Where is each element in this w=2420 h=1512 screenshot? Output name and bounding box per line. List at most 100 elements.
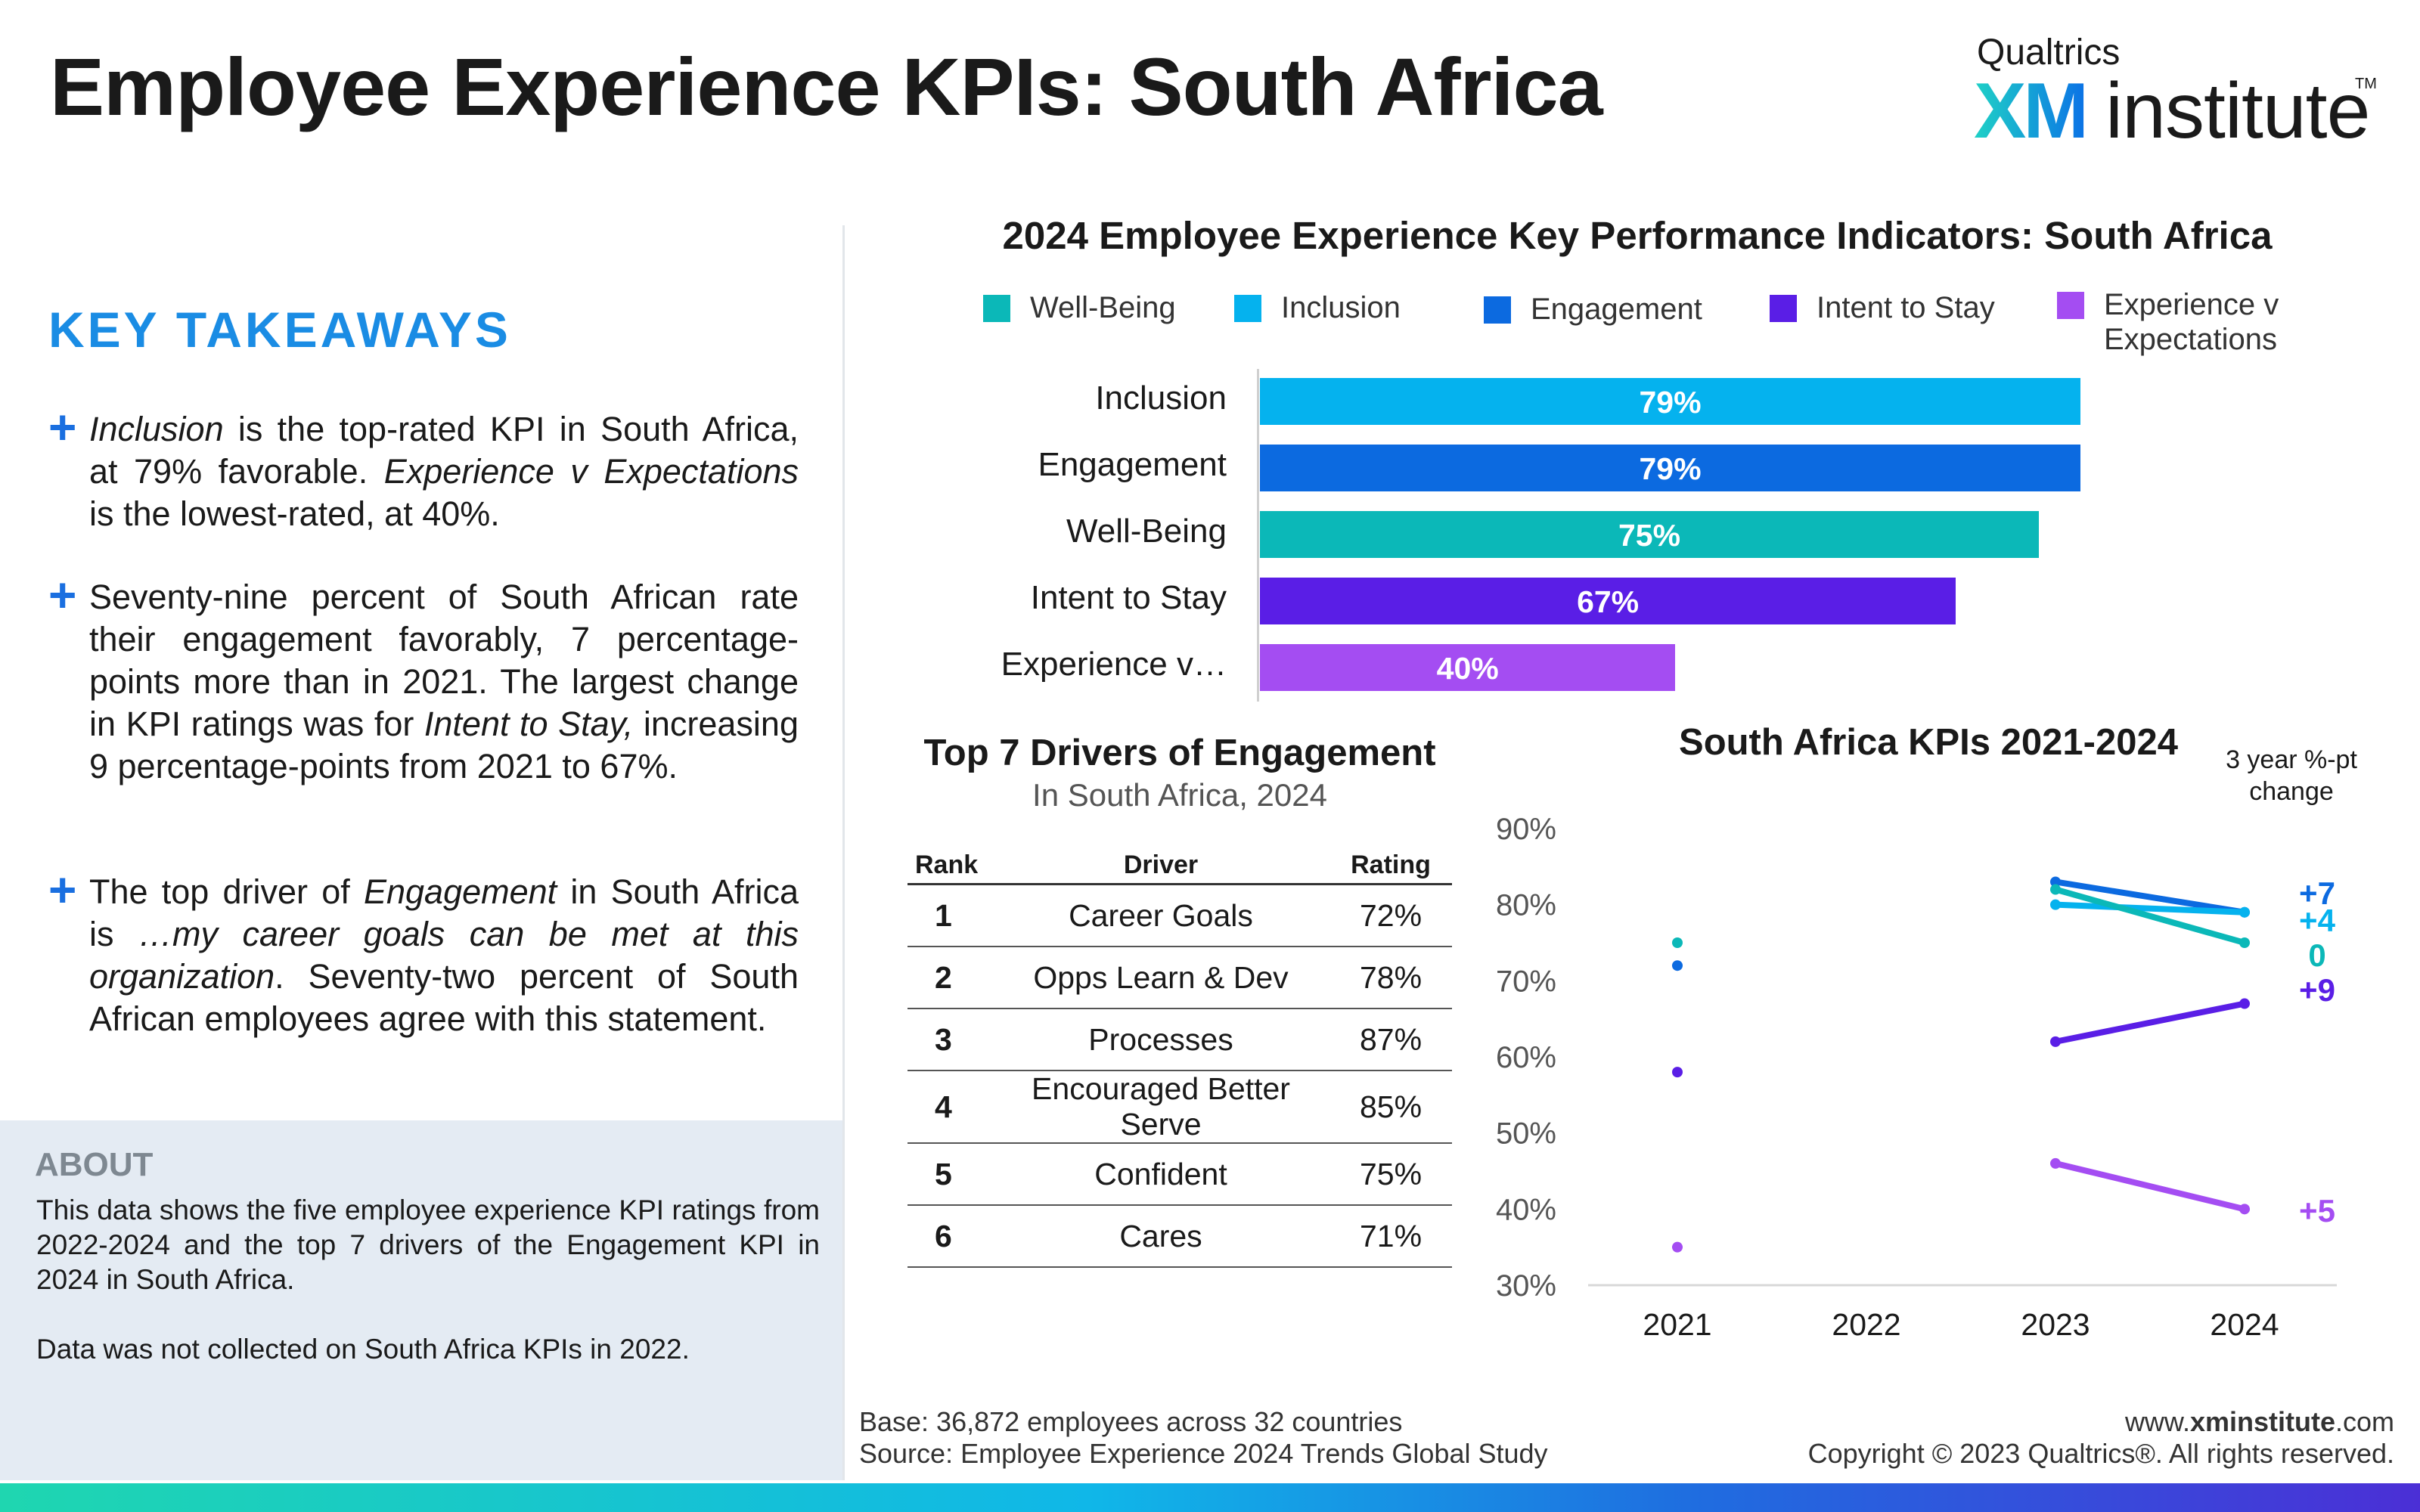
- takeaway-item: + Seventy-nine percent of South African …: [48, 568, 799, 788]
- legend-swatch: [1234, 295, 1261, 322]
- bar-value-label: 75%: [1618, 518, 1681, 553]
- y-tick-label: 40%: [1496, 1193, 1556, 1226]
- bar: [1260, 578, 1956, 624]
- driver-cell: Career Goals: [992, 884, 1329, 947]
- bar: [1260, 378, 2080, 425]
- table-row: 4 Encouraged Better Serve 85%: [908, 1070, 1452, 1144]
- website-link[interactable]: www.xminstitute.com: [1808, 1406, 2394, 1438]
- takeaway-text: Inclusion is the top-rated KPI in South …: [89, 410, 799, 533]
- change-label-experience: +5: [2299, 1193, 2335, 1228]
- rating-cell: 78%: [1329, 947, 1452, 1009]
- column-header-rank: Rank: [908, 847, 992, 885]
- rating-cell: 75%: [1329, 1143, 1452, 1206]
- source-note: Base: 36,872 employees across 32 countri…: [859, 1406, 1548, 1470]
- y-tick-label: 50%: [1496, 1117, 1556, 1151]
- legend-swatch: [2057, 292, 2084, 319]
- bar-category-label: Engagement: [1038, 446, 1227, 483]
- data-point-experience: [1672, 1241, 1683, 1253]
- driver-cell: Encouraged Better Serve: [992, 1070, 1329, 1144]
- data-point-well-being: [2239, 937, 2250, 948]
- data-point-inclusion: [2050, 899, 2061, 910]
- data-point-experience: [2050, 1157, 2061, 1169]
- takeaway-item: + The top driver of Engagement in South …: [48, 863, 799, 1040]
- change-label-well-being: 0: [2308, 937, 2325, 973]
- website-prefix: www.: [2124, 1406, 2190, 1437]
- about-text: This data shows the five employee experi…: [36, 1194, 820, 1295]
- source-text: Source: Employee Experience 2024 Trends …: [859, 1438, 1548, 1469]
- bar-category-label: Inclusion: [1095, 380, 1227, 417]
- bar: [1260, 445, 2080, 491]
- bar-category-label: Intent to Stay: [1030, 579, 1227, 616]
- bar: [1260, 511, 2040, 558]
- rating-cell: 72%: [1329, 884, 1452, 947]
- y-tick-label: 70%: [1496, 965, 1556, 998]
- line-chart: 90%80%70%60%50%40%30%2021 2022 2023 2024+7+…: [1496, 813, 2337, 1342]
- data-point-engagement: [1672, 960, 1683, 971]
- rank-cell: 1: [908, 884, 992, 947]
- change-column-header: 3 year %-pt change: [2226, 745, 2357, 806]
- data-point-intent-to-stay: [2239, 998, 2250, 1009]
- legend-label: Experience v Expectations: [2104, 288, 2279, 356]
- base-text: Base: 36,872 employees across 32 countri…: [859, 1406, 1403, 1437]
- y-tick-label: 30%: [1496, 1269, 1556, 1303]
- data-point-experience: [2239, 1204, 2250, 1215]
- column-header-driver: Driver: [992, 847, 1329, 885]
- series-line-intent-to-stay: [2052, 1000, 2248, 1045]
- plus-icon: +: [48, 400, 77, 454]
- rank-cell: 6: [908, 1205, 992, 1268]
- rating-cell: 87%: [1329, 1009, 1452, 1071]
- about-title: ABOUT: [35, 1146, 154, 1183]
- xm-institute-logo: Qualtrics XM institute TM: [1974, 29, 2385, 155]
- table-row: 1 Career Goals 72%: [908, 884, 1452, 947]
- x-tick-label: 2022: [1832, 1307, 1900, 1342]
- driver-cell: Opps Learn & Dev: [992, 947, 1329, 1009]
- driver-cell: Cares: [992, 1205, 1329, 1268]
- legend-label: Well-Being: [1030, 291, 1176, 324]
- y-tick-label: 90%: [1496, 813, 1556, 846]
- series-line-inclusion: [2052, 901, 2248, 916]
- legend-label: Inclusion: [1281, 291, 1401, 324]
- y-tick-label: 60%: [1496, 1041, 1556, 1074]
- drivers-table-title: Top 7 Drivers of Engagement: [923, 733, 1436, 773]
- website-suffix: .com: [2335, 1406, 2394, 1437]
- rank-cell: 2: [908, 947, 992, 1009]
- bar-value-label: 79%: [1639, 451, 1702, 486]
- table-row: 3 Processes 87%: [908, 1009, 1452, 1071]
- plus-icon: +: [48, 568, 77, 622]
- about-note: Data was not collected on South Africa K…: [36, 1334, 690, 1365]
- bar-category-label: Well-Being: [1066, 513, 1227, 550]
- drivers-table: Rank Driver Rating 1 Career Goals 72% 2 Opps…: [908, 847, 1452, 1268]
- logo-trademark: TM: [2355, 76, 2377, 92]
- data-point-well-being: [1672, 937, 1683, 948]
- data-point-intent-to-stay: [2050, 1036, 2061, 1047]
- bar-chart-axis: [1257, 369, 1259, 702]
- table-row: 6 Cares 71%: [908, 1205, 1452, 1268]
- rank-cell: 4: [908, 1070, 992, 1144]
- table-row: 5 Confident 75%: [908, 1143, 1452, 1206]
- footer-right: www.xminstitute.com Copyright © 2023 Qua…: [1808, 1406, 2394, 1470]
- series-line-engagement: [2052, 878, 2248, 916]
- driver-cell: Processes: [992, 1009, 1329, 1071]
- x-tick-label: 2021: [1643, 1307, 1711, 1342]
- website-domain: xminstitute: [2189, 1406, 2335, 1437]
- copyright-text: Copyright © 2023 Qualtrics®. All rights …: [1807, 1438, 2394, 1469]
- line-chart-title: South Africa KPIs 2021-2024: [1679, 722, 2178, 763]
- legend-label: Engagement: [1531, 293, 1702, 326]
- bar-chart-title: 2024 Employee Experience Key Performance…: [1002, 214, 2273, 257]
- legend-swatch: [983, 295, 1010, 322]
- data-point-intent-to-stay: [1672, 1067, 1683, 1078]
- bar-category-label: Experience v…: [1001, 646, 1227, 683]
- table-row: 2 Opps Learn & Dev 78%: [908, 947, 1452, 1009]
- table-header-row: Rank Driver Rating: [908, 847, 1452, 885]
- rank-cell: 5: [908, 1143, 992, 1206]
- change-label-inclusion: +4: [2299, 903, 2336, 938]
- legend-swatch: [1484, 296, 1511, 324]
- bar-value-label: 40%: [1436, 651, 1499, 686]
- driver-cell: Confident: [992, 1143, 1329, 1206]
- x-tick-label: 2023: [2021, 1307, 2090, 1342]
- plus-icon: +: [48, 863, 77, 917]
- about-panel: [0, 1120, 842, 1480]
- change-label-engagement: +7: [2299, 875, 2335, 911]
- bar-value-label: 67%: [1577, 584, 1640, 619]
- change-label-intent-to-stay: +9: [2299, 972, 2335, 1008]
